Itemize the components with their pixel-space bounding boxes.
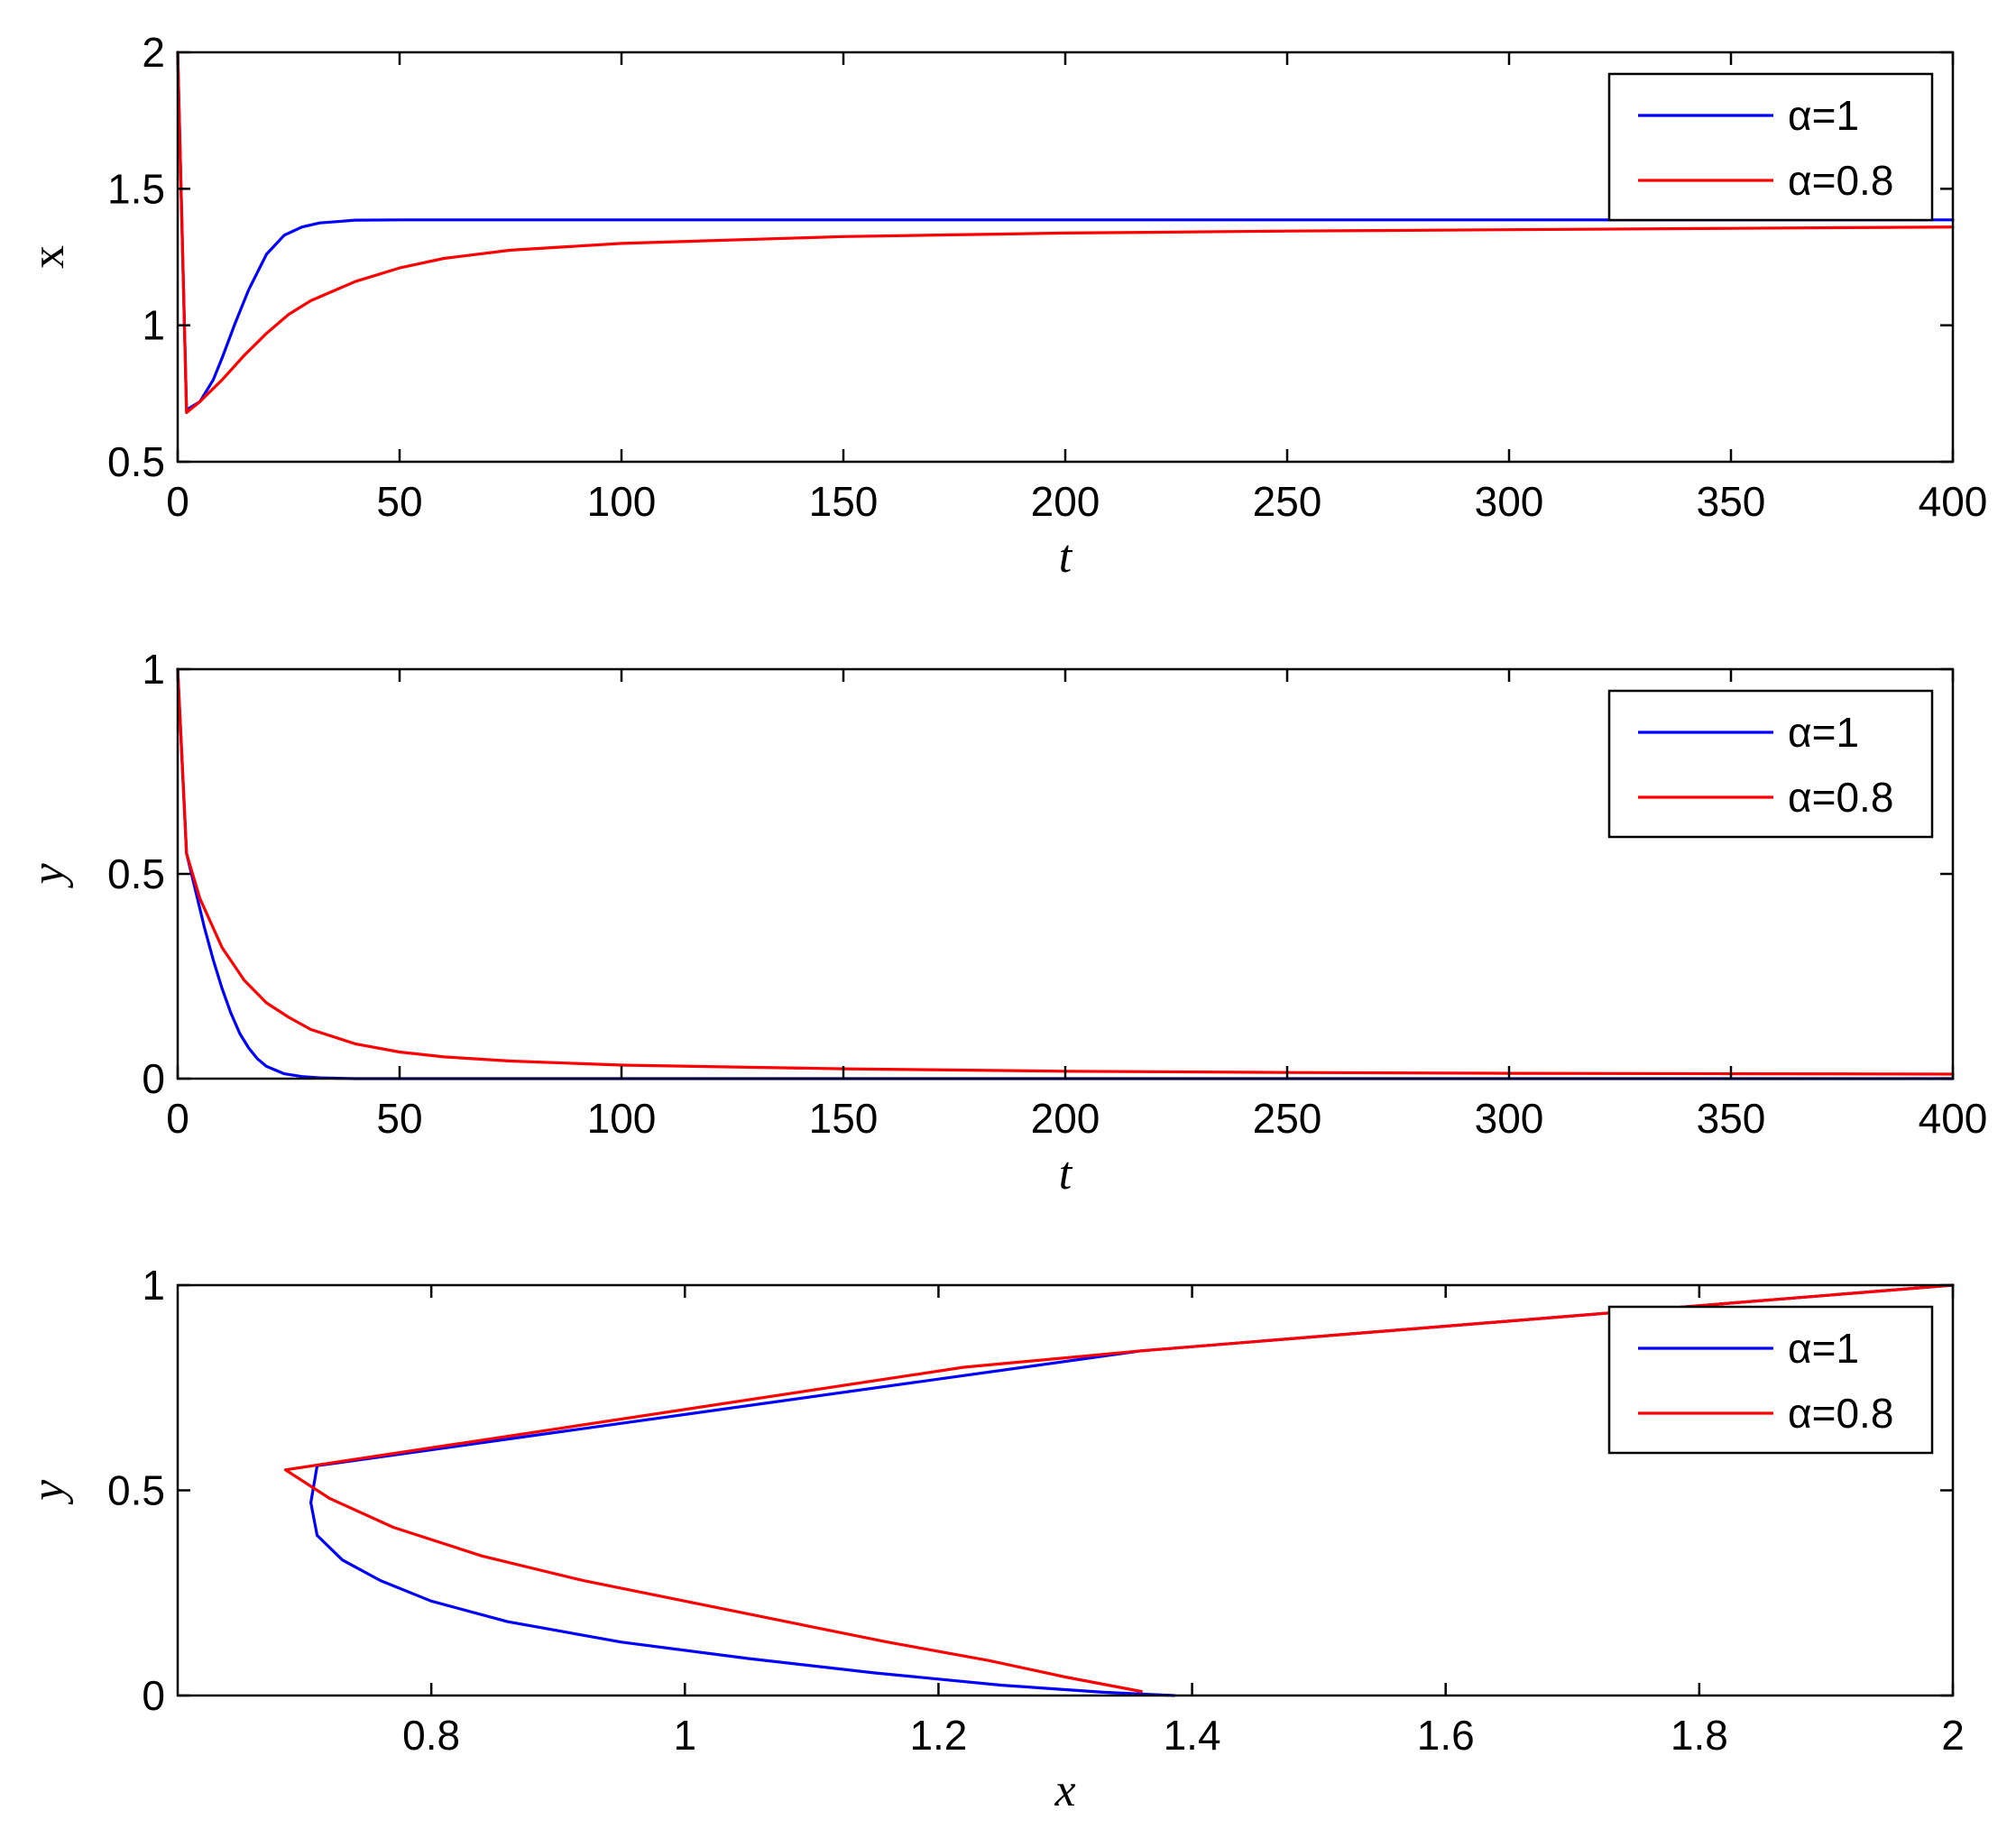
series-line-alpha-0-8 xyxy=(176,51,1955,415)
x-tick-label: 300 xyxy=(1475,1095,1544,1142)
x-tick-label: 250 xyxy=(1253,478,1322,525)
y-tick-label: 1 xyxy=(142,646,165,693)
legend-label-alpha-1: α=1 xyxy=(1788,92,1859,139)
x-tick-label: 1.4 xyxy=(1164,1712,1221,1759)
y-axis-label: x xyxy=(23,245,74,269)
x-axis-label: t xyxy=(1059,1148,1073,1199)
x-tick-label: 1.8 xyxy=(1671,1712,1728,1759)
legend-label-alpha-0-8: α=0.8 xyxy=(1788,774,1893,821)
legend-label-alpha-1: α=1 xyxy=(1788,1325,1859,1372)
x-tick-label: 0 xyxy=(166,1095,189,1142)
y-tick-label: 1 xyxy=(142,1262,165,1309)
y-tick-label: 0.5 xyxy=(107,850,165,897)
legend-box xyxy=(1607,689,1934,839)
chart-panel-2: 0 50 100 150 200 250 300 350 400 0 0.5 1 t y α=1 α=0.8 xyxy=(23,646,1987,1199)
y-tick-label: 0 xyxy=(142,1672,165,1719)
chart-panel-1: 0 50 100 150 200 250 300 350 400 0.5 1 1.5 2 t x α=1 α=0… xyxy=(23,29,1987,583)
y-tick-label: 0.5 xyxy=(107,438,165,485)
legend: α=1 α=0.8 xyxy=(1607,689,1934,839)
legend-box xyxy=(1607,1305,1934,1455)
legend: α=1 α=0.8 xyxy=(1607,72,1934,222)
legend-label-alpha-0-8: α=0.8 xyxy=(1788,157,1893,204)
y-tick-label: 0.5 xyxy=(107,1467,165,1514)
x-axis-label: x xyxy=(1054,1765,1075,1816)
x-tick-label: 0 xyxy=(166,478,189,525)
x-tick-label: 400 xyxy=(1919,1095,1988,1142)
y-tick-label: 2 xyxy=(142,29,165,76)
x-axis-label: t xyxy=(1059,531,1073,583)
y-axis-label: y xyxy=(23,1479,74,1505)
x-tick-label: 1.6 xyxy=(1417,1712,1475,1759)
y-axis-label: y xyxy=(23,863,74,889)
y-tick-label: 1.5 xyxy=(107,165,165,212)
x-tick-label: 200 xyxy=(1031,1095,1100,1142)
legend-box xyxy=(1607,72,1934,222)
x-tick-label: 200 xyxy=(1031,478,1100,525)
series-line-alpha-1 xyxy=(309,1283,1955,1697)
x-tick-label: 50 xyxy=(376,478,422,525)
x-tick-label: 0.8 xyxy=(402,1712,460,1759)
series-line-alpha-0-8 xyxy=(283,1283,1955,1694)
x-tick-label: 2 xyxy=(1941,1712,1965,1759)
x-tick-label: 350 xyxy=(1697,478,1766,525)
x-tick-label: 100 xyxy=(587,1095,657,1142)
y-tick-label: 1 xyxy=(142,302,165,349)
x-tick-label: 250 xyxy=(1253,1095,1322,1142)
x-tick-label: 350 xyxy=(1697,1095,1766,1142)
x-tick-label: 150 xyxy=(809,478,879,525)
series-line-alpha-1 xyxy=(176,51,1955,412)
x-tick-label: 1 xyxy=(673,1712,696,1759)
x-tick-label: 300 xyxy=(1475,478,1544,525)
y-tick-label: 0 xyxy=(142,1055,165,1102)
legend: α=1 α=0.8 xyxy=(1607,1305,1934,1455)
x-tick-label: 150 xyxy=(809,1095,879,1142)
x-tick-label: 400 xyxy=(1919,478,1988,525)
chart-panel-3: 0.8 1 1.2 1.4 1.6 1.8 2 0 0.5 1 x y α=1 α=0.8 xyxy=(23,1262,1965,1816)
legend-label-alpha-0-8: α=0.8 xyxy=(1788,1390,1893,1437)
legend-label-alpha-1: α=1 xyxy=(1788,709,1859,756)
x-tick-label: 1.2 xyxy=(909,1712,967,1759)
x-tick-label: 50 xyxy=(376,1095,422,1142)
x-tick-label: 100 xyxy=(587,478,657,525)
